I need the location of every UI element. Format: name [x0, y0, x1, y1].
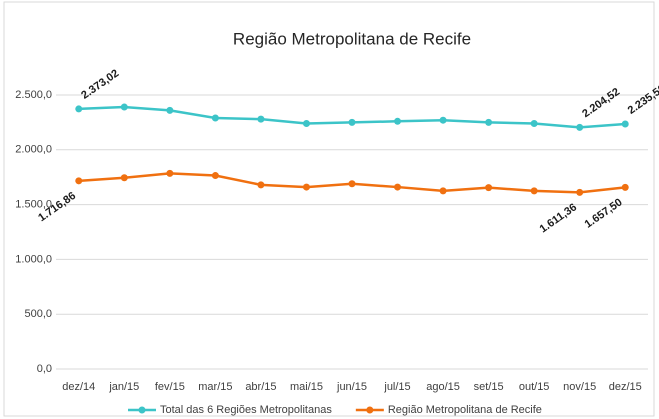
legend-item: Região Metropolitana de Recife — [355, 404, 542, 416]
legend-label: Total das 6 Regiões Metropolitanas — [160, 404, 332, 416]
point — [576, 188, 584, 196]
x-tick-label: jun/15 — [336, 381, 367, 393]
x-tick-label: abr/15 — [245, 381, 276, 393]
point — [75, 177, 83, 185]
point — [257, 115, 265, 123]
x-tick-label: mai/15 — [290, 381, 323, 393]
x-tick-label: set/15 — [474, 381, 504, 393]
legend-item: Total das 6 Regiões Metropolitanas — [128, 404, 332, 416]
x-tick-label: dez/15 — [609, 381, 642, 393]
point — [621, 183, 629, 191]
x-tick-label: jan/15 — [108, 381, 139, 393]
point — [348, 180, 356, 188]
point — [621, 120, 629, 128]
point — [394, 117, 402, 125]
point — [348, 118, 356, 126]
x-tick-label: fev/15 — [155, 381, 185, 393]
point — [302, 119, 310, 127]
point — [485, 118, 493, 126]
legend-marker — [138, 406, 146, 414]
x-tick-label: jul/15 — [383, 381, 410, 393]
y-tick-label: 0,0 — [37, 363, 52, 375]
point — [257, 181, 265, 189]
point — [394, 183, 402, 191]
point — [485, 184, 493, 192]
x-tick-label: mar/15 — [198, 381, 232, 393]
y-tick-label: 1.000,0 — [15, 253, 52, 265]
point — [211, 172, 219, 180]
x-tick-label: dez/14 — [62, 381, 95, 393]
point — [576, 123, 584, 131]
legend-label: Região Metropolitana de Recife — [388, 404, 542, 416]
point — [302, 183, 310, 191]
point — [166, 106, 174, 114]
x-tick-label: ago/15 — [426, 381, 460, 393]
point — [166, 169, 174, 177]
x-tick-label: out/15 — [519, 381, 550, 393]
x-tick-label: nov/15 — [563, 381, 596, 393]
y-tick-label: 1.500,0 — [15, 199, 52, 211]
point — [75, 105, 83, 113]
y-tick-label: 2.500,0 — [15, 89, 52, 101]
chart-frame — [3, 1, 655, 417]
point — [120, 103, 128, 111]
point — [120, 174, 128, 182]
point — [211, 114, 219, 122]
point — [439, 116, 447, 124]
y-tick-label: 500,0 — [24, 308, 52, 320]
y-tick-label: 2.000,0 — [15, 144, 52, 156]
point — [530, 187, 538, 195]
point — [439, 187, 447, 195]
chart-title: Região Metropolitana de Recife — [233, 29, 471, 48]
point — [530, 119, 538, 127]
legend-marker — [366, 406, 374, 414]
